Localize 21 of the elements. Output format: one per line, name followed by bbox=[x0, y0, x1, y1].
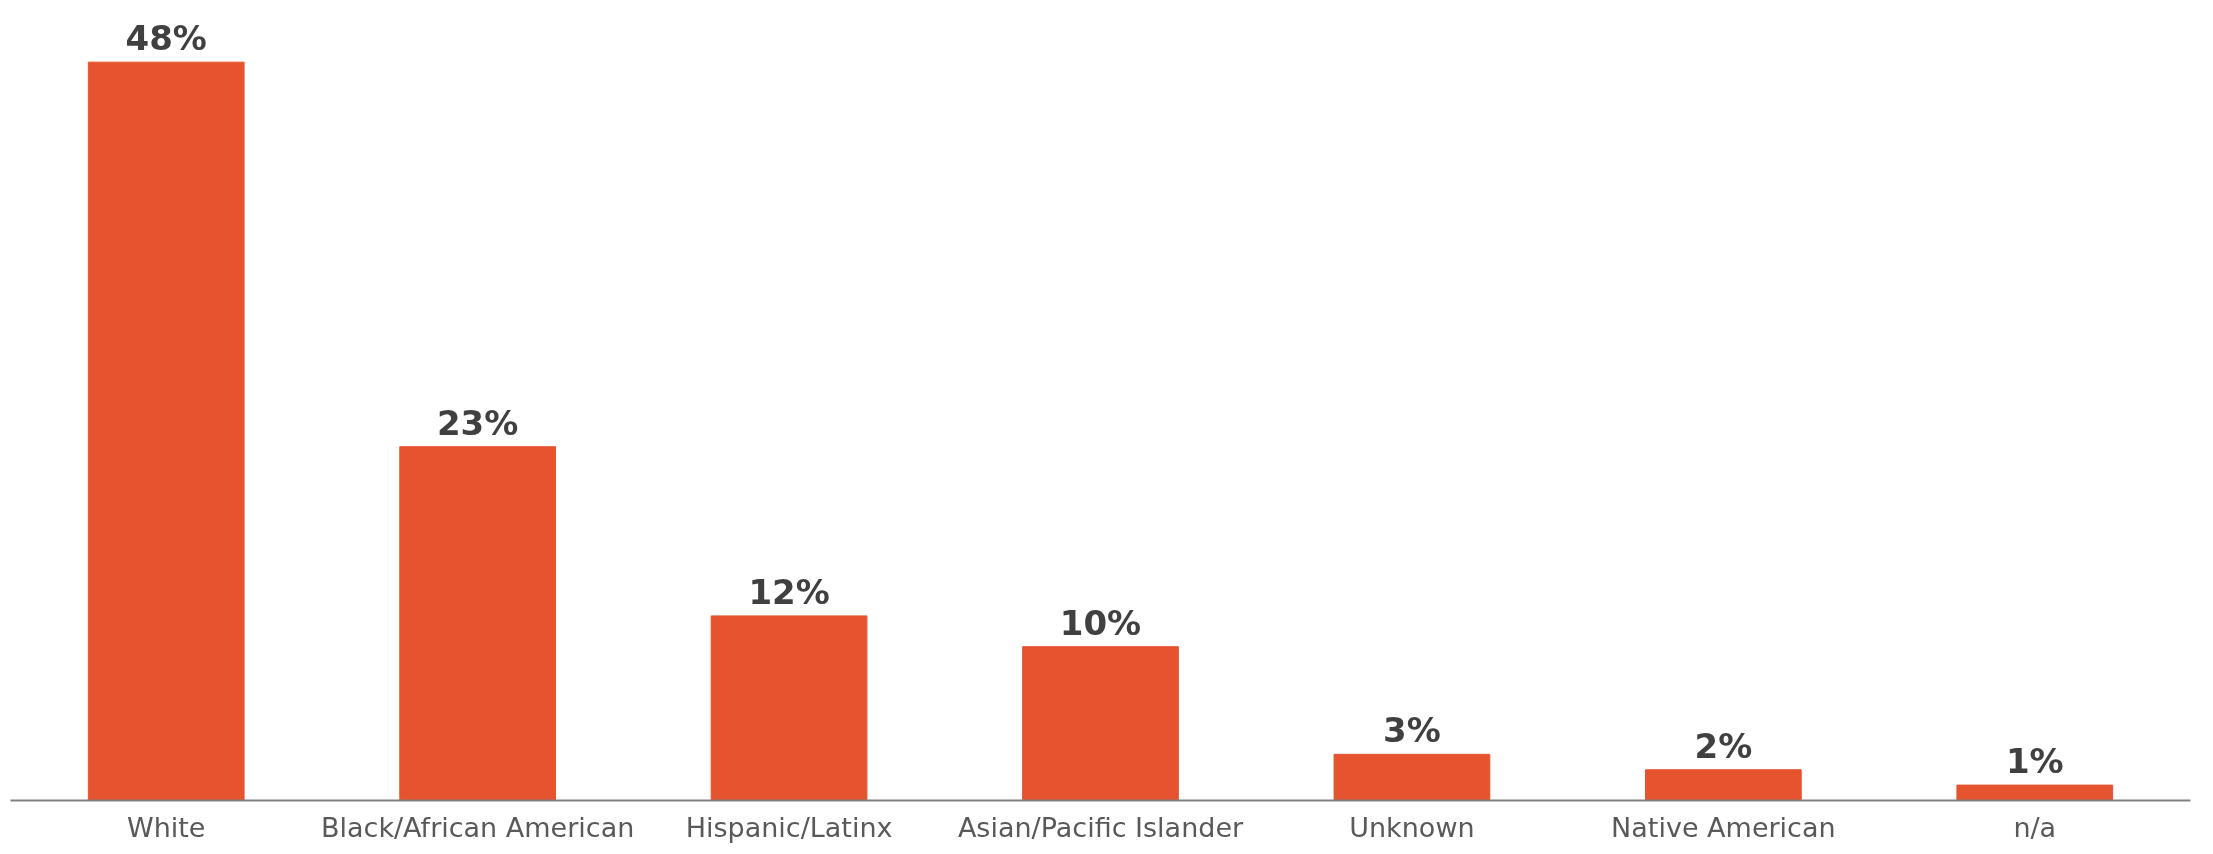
bar bbox=[1333, 753, 1491, 801]
bar bbox=[399, 446, 556, 801]
data-label: 2% bbox=[1694, 725, 1753, 766]
data-label: 23% bbox=[436, 402, 519, 443]
x-tick-label: n/a bbox=[2013, 811, 2057, 843]
x-tick-label: Hispanic/Latinx bbox=[685, 811, 893, 843]
x-tick-label: Native American bbox=[1611, 811, 1836, 843]
bar bbox=[87, 61, 245, 801]
bar bbox=[1956, 784, 2114, 801]
data-label: 3% bbox=[1383, 710, 1441, 751]
data-label: 48% bbox=[125, 18, 207, 59]
x-tick-label: Black/African American bbox=[320, 811, 635, 843]
bar bbox=[710, 615, 868, 801]
bar bbox=[1645, 769, 1802, 801]
data-label: 1% bbox=[2005, 741, 2064, 782]
x-tick-label: White bbox=[126, 811, 206, 843]
data-label: 10% bbox=[1059, 602, 1142, 643]
x-tick-label: Unknown bbox=[1349, 811, 1475, 843]
data-label: 12% bbox=[748, 571, 830, 612]
x-tick-label: Asian/Pacific Islander bbox=[957, 811, 1245, 843]
bar bbox=[1022, 646, 1179, 801]
